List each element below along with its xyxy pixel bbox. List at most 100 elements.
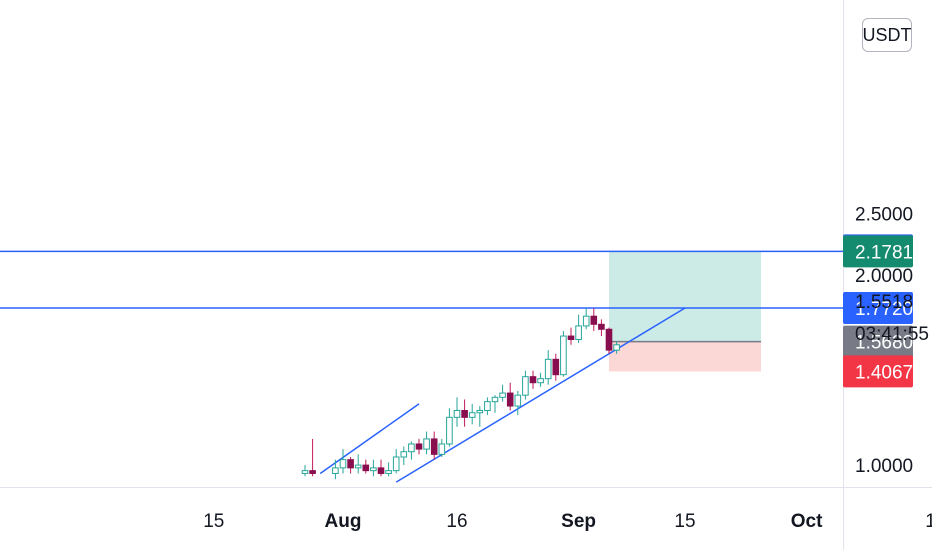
candle-body: [468, 412, 476, 418]
candle: [430, 431, 438, 460]
candle-body: [370, 467, 377, 472]
price-badge: 1.5680: [843, 325, 913, 358]
time-tick-label: 16: [446, 511, 467, 532]
candle-body: [423, 438, 430, 450]
candle: [377, 459, 385, 477]
candle: [476, 406, 484, 427]
position-loss-zone[interactable]: [609, 341, 761, 372]
time-axis[interactable]: 15 Aug 16 Sep 15 Oct 18: [0, 487, 932, 533]
candle-body: [415, 443, 423, 450]
currency-button[interactable]: USDT: [862, 18, 912, 52]
candle: [415, 438, 423, 455]
candle: [605, 327, 613, 354]
candle-body: [438, 443, 446, 455]
candle: [537, 372, 544, 387]
candle: [522, 370, 529, 400]
price-badge: 2.1781: [843, 235, 913, 268]
price-badge-bg: [843, 355, 913, 388]
candle-body: [560, 335, 567, 376]
candle-body: [332, 467, 339, 474]
candle-body: [590, 315, 598, 325]
candle-body: [392, 456, 400, 472]
price-badge: 1.4067: [843, 355, 913, 388]
candle: [552, 353, 560, 381]
candle: [446, 408, 453, 447]
candle: [514, 390, 522, 416]
price-badge-bg: [843, 325, 913, 358]
price-axis[interactable]: 2.5000 2.0000 1.0000: [843, 0, 914, 550]
candle-body: [499, 392, 506, 398]
candle-body: [385, 470, 392, 474]
price-badge-bg: [843, 292, 913, 325]
time-tick-label: 15: [674, 511, 695, 532]
candle-body: [377, 467, 385, 474]
candle-body: [522, 376, 529, 396]
price-badge-label: 1.5680: [855, 333, 913, 354]
candle-body: [484, 401, 491, 412]
candle-body: [408, 443, 415, 453]
trend-line[interactable]: [395, 307, 686, 483]
candle: [332, 459, 339, 480]
candle-body: [354, 464, 362, 469]
candle-body: [400, 451, 408, 458]
candle-body: [552, 358, 560, 376]
candle-body: [613, 344, 620, 351]
candle-body: [339, 459, 347, 469]
bar-countdown-label: 03:41:55: [855, 324, 929, 345]
candle-body: [537, 378, 544, 384]
candle: [484, 397, 491, 416]
price-tick-label: 2.0000: [855, 266, 913, 287]
candle: [491, 395, 499, 413]
candle: [347, 456, 354, 474]
price-badge: 1.7720: [843, 292, 913, 325]
candlestick-series: [301, 308, 620, 480]
candle: [354, 454, 362, 474]
last-price-label: 1.5518: [855, 292, 913, 313]
candle: [408, 441, 415, 460]
candle-body: [605, 328, 613, 351]
price-badge-label: 1.7720: [855, 299, 913, 320]
candle: [529, 370, 537, 389]
candle-body: [430, 438, 438, 455]
time-tick-label: 15: [203, 511, 224, 532]
candle-body: [575, 325, 582, 341]
candle-body: [567, 335, 575, 341]
candle-body: [362, 464, 370, 472]
position-profit-zone[interactable]: [609, 251, 761, 342]
candle: [438, 438, 446, 457]
candle: [590, 308, 598, 331]
candle: [598, 319, 605, 337]
candle: [567, 327, 575, 345]
candle-body: [582, 315, 590, 327]
candle: [461, 399, 468, 427]
horizontal-lines[interactable]: [0, 250, 843, 309]
candle: [385, 462, 392, 477]
candle-body: [301, 470, 309, 474]
candle-body: [309, 470, 316, 474]
candle: [309, 438, 316, 477]
candle-body: [598, 323, 605, 330]
candle: [582, 308, 590, 330]
candle-body: [453, 410, 461, 418]
candle: [575, 314, 582, 344]
candle: [544, 350, 552, 385]
candle: [468, 403, 476, 425]
candle: [560, 330, 567, 377]
candle-body: [506, 392, 514, 407]
price-badge-bg: [843, 235, 913, 268]
candle-body: [529, 376, 537, 384]
time-tick-label: Oct: [791, 511, 823, 532]
candle: [400, 446, 408, 466]
candle: [301, 465, 309, 477]
price-badge-label: 1.4067: [855, 362, 913, 383]
trend-line[interactable]: [319, 403, 420, 475]
time-tick-label: Sep: [561, 511, 596, 532]
candle: [392, 449, 400, 474]
candle: [499, 384, 506, 402]
candle-body: [491, 396, 499, 403]
time-tick-label: Aug: [325, 511, 362, 532]
candle-body: [461, 410, 468, 418]
long-position-tool[interactable]: [609, 251, 761, 372]
